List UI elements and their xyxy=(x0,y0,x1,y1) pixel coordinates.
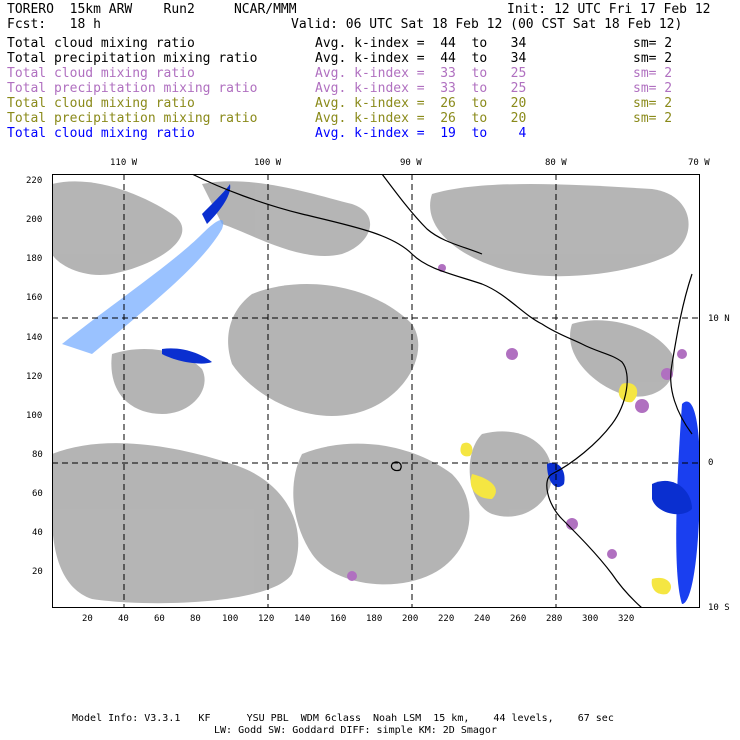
x-axis-label: 240 xyxy=(474,614,491,624)
legend-kindex: Avg. k-index = 19 to 4 xyxy=(315,126,527,141)
x-axis-label: 100 xyxy=(222,614,239,624)
legend-field-name: Total precipitation mixing ratio xyxy=(7,51,258,66)
y-axis-label: 120 xyxy=(26,372,43,382)
legend-smoothing: sm= 2 xyxy=(633,36,673,51)
x-axis-label: 260 xyxy=(510,614,527,624)
legend-kindex: Avg. k-index = 33 to 25 xyxy=(315,81,527,96)
legend-smoothing: sm= 2 xyxy=(633,81,673,96)
x-axis-label: 40 xyxy=(118,614,129,624)
legend-smoothing: sm= 2 xyxy=(633,96,673,111)
legend-field-name: Total cloud mixing ratio xyxy=(7,96,195,111)
latitude-label: 10 S xyxy=(708,603,730,613)
cloud-field-blue xyxy=(62,184,700,604)
x-axis-label: 300 xyxy=(582,614,599,624)
legend-field-name: Total precipitation mixing ratio xyxy=(7,111,258,126)
x-axis-label: 160 xyxy=(330,614,347,624)
footer-model-info: Model Info: V3.3.1 KF YSU PBL WDM 6class… xyxy=(72,713,614,724)
y-axis-label: 180 xyxy=(26,254,43,264)
footer-physics-info: LW: Godd SW: Goddard DIFF: simple KM: 2D… xyxy=(214,725,497,736)
legend-row: Total precipitation mixing ratio Avg. k-… xyxy=(7,111,727,126)
x-axis-label: 80 xyxy=(190,614,201,624)
legend-smoothing: sm= 2 xyxy=(633,66,673,81)
x-axis-label: 320 xyxy=(618,614,635,624)
x-axis-label: 220 xyxy=(438,614,455,624)
forecast-map xyxy=(52,174,700,608)
longitude-label: 100 W xyxy=(254,158,282,168)
longitude-label: 70 W xyxy=(688,158,710,168)
latitude-label: 10 N xyxy=(708,314,730,324)
legend-field-name: Total cloud mixing ratio xyxy=(7,126,195,141)
legend-kindex: Avg. k-index = 33 to 25 xyxy=(315,66,527,81)
y-axis-label: 40 xyxy=(32,528,43,538)
cloud-field-purple xyxy=(347,264,687,581)
legend-row: Total cloud mixing ratio Avg. k-index = … xyxy=(7,96,727,111)
x-axis-label: 20 xyxy=(82,614,93,624)
legend-row: Total cloud mixing ratio Avg. k-index = … xyxy=(7,36,727,51)
y-axis-label: 60 xyxy=(32,489,43,499)
map-frame xyxy=(52,174,700,608)
y-axis-label: 80 xyxy=(32,450,43,460)
longitude-label: 110 W xyxy=(110,158,138,168)
legend-smoothing: sm= 2 xyxy=(633,111,673,126)
lat-lon-grid xyxy=(52,174,700,608)
header-valid-time: Valid: 06 UTC Sat 18 Feb 12 (00 CST Sat … xyxy=(291,17,683,32)
x-axis-label: 200 xyxy=(402,614,419,624)
header-init-time: Init: 12 UTC Fri 17 Feb 12 xyxy=(507,2,711,17)
legend-field-name: Total cloud mixing ratio xyxy=(7,66,195,81)
legend-row: Total precipitation mixing ratio Avg. k-… xyxy=(7,51,727,66)
legend-field-name: Total precipitation mixing ratio xyxy=(7,81,258,96)
header-model-run: TORERO 15km ARW Run2 NCAR/MMM xyxy=(7,2,297,17)
legend-kindex: Avg. k-index = 26 to 20 xyxy=(315,96,527,111)
x-axis-label: 180 xyxy=(366,614,383,624)
coastline xyxy=(191,174,693,608)
longitude-label: 90 W xyxy=(400,158,422,168)
y-axis-label: 200 xyxy=(26,215,43,225)
longitude-label: 80 W xyxy=(545,158,567,168)
latitude-label: 0 xyxy=(708,458,714,468)
legend-row: Total cloud mixing ratio Avg. k-index = … xyxy=(7,66,727,81)
x-axis-label: 120 xyxy=(258,614,275,624)
header-forecast-hour: Fcst: 18 h xyxy=(7,17,101,32)
cloud-field-yellow xyxy=(460,383,672,595)
x-axis-label: 280 xyxy=(546,614,563,624)
legend-smoothing: sm= 2 xyxy=(633,51,673,66)
y-axis-label: 160 xyxy=(26,293,43,303)
legend-kindex: Avg. k-index = 26 to 20 xyxy=(315,111,527,126)
legend-row: Total precipitation mixing ratio Avg. k-… xyxy=(7,81,727,96)
legend-kindex: Avg. k-index = 44 to 34 xyxy=(315,36,527,51)
legend-row: Total cloud mixing ratio Avg. k-index = … xyxy=(7,126,727,141)
x-axis-label: 60 xyxy=(154,614,165,624)
y-axis-label: 220 xyxy=(26,176,43,186)
y-axis-label: 100 xyxy=(26,411,43,421)
legend-field-name: Total cloud mixing ratio xyxy=(7,36,195,51)
y-axis-label: 20 xyxy=(32,567,43,577)
legend-kindex: Avg. k-index = 44 to 34 xyxy=(315,51,527,66)
x-axis-label: 140 xyxy=(294,614,311,624)
y-axis-label: 140 xyxy=(26,333,43,343)
